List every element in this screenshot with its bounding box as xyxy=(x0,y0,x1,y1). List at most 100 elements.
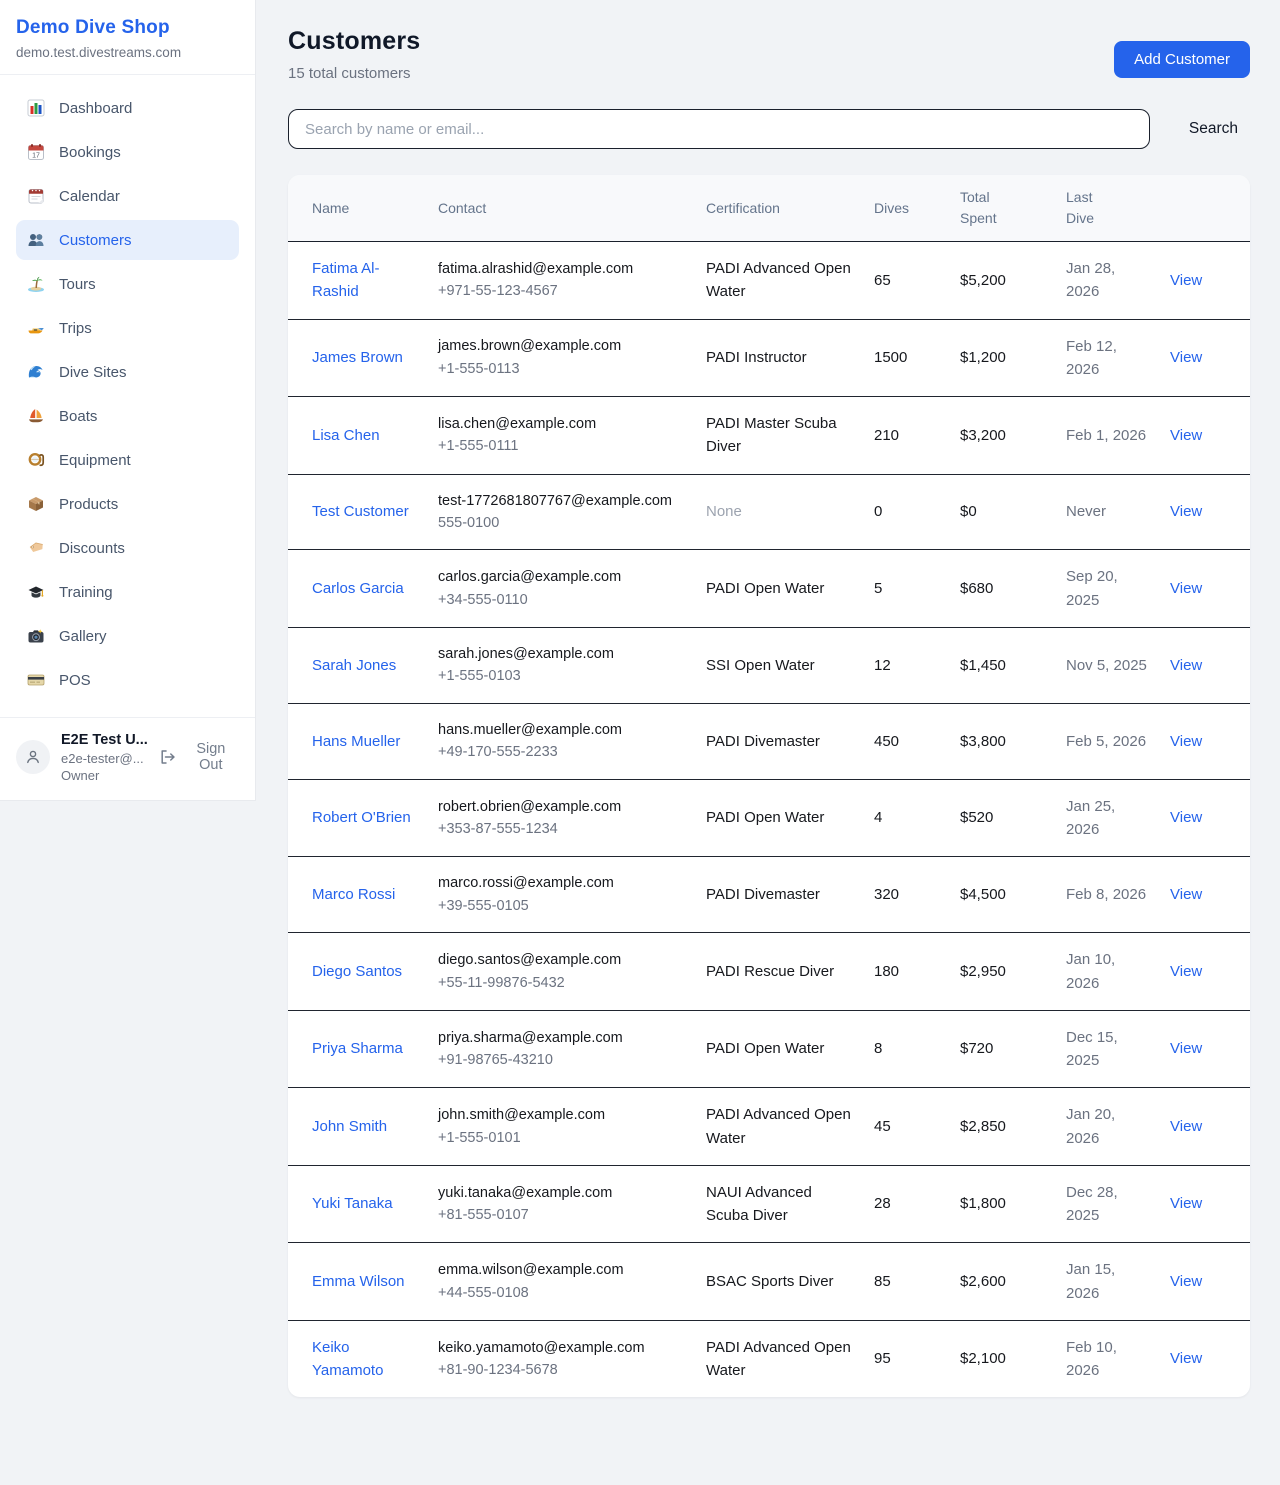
customer-name-link[interactable]: John Smith xyxy=(312,1117,388,1135)
sidebar-item-boats[interactable]: Boats xyxy=(16,396,239,436)
view-link[interactable]: View xyxy=(1170,271,1203,289)
certification: BSAC Sports Diver xyxy=(706,1272,834,1290)
add-customer-button[interactable]: Add Customer xyxy=(1114,41,1250,78)
certification: PADI Advanced Open Water xyxy=(706,1338,851,1379)
customer-phone: +91-98765-43210 xyxy=(438,1052,553,1068)
dives-count: 320 xyxy=(874,886,900,904)
sidebar-item-pos[interactable]: POS xyxy=(16,660,239,700)
table-row: Sarah Jones sarah.jones@example.com +1-5… xyxy=(288,627,1250,704)
dives-count: 450 xyxy=(874,732,900,750)
certification: PADI Open Water xyxy=(706,580,825,598)
sidebar-item-products[interactable]: Products xyxy=(16,484,239,524)
sidebar-item-discounts[interactable]: Discounts xyxy=(16,528,239,568)
contact-cell: james.brown@example.com +1-555-0113 xyxy=(438,319,706,397)
last-dive-date: Feb 8, 2026 xyxy=(1066,886,1147,904)
gallery-icon xyxy=(27,627,45,645)
certification: PADI Advanced Open Water xyxy=(706,260,851,301)
column-header-actions xyxy=(1170,175,1250,242)
last-dive-date: Feb 12, 2026 xyxy=(1066,337,1117,378)
sidebar-item-customers[interactable]: Customers xyxy=(16,220,239,260)
customer-name-link[interactable]: Sarah Jones xyxy=(312,656,397,674)
table-row: Fatima Al-Rashid fatima.alrashid@example… xyxy=(288,242,1250,319)
sidebar-item-dive-sites[interactable]: Dive Sites xyxy=(16,352,239,392)
customer-phone: +1-555-0111 xyxy=(438,438,519,455)
svg-text:17: 17 xyxy=(32,153,40,160)
table-row: Diego Santos diego.santos@example.com +5… xyxy=(288,933,1250,1011)
view-link[interactable]: View xyxy=(1170,1117,1203,1135)
certification: SSI Open Water xyxy=(706,656,815,674)
sidebar-item-bookings[interactable]: 17 Bookings xyxy=(16,132,239,172)
customer-name-link[interactable]: Keiko Yamamoto xyxy=(312,1338,384,1379)
view-link[interactable]: View xyxy=(1170,426,1203,444)
page-header: Customers 15 total customers Add Custome… xyxy=(288,27,1250,82)
customer-email: fatima.alrashid@example.com xyxy=(438,260,634,277)
sidebar-item-equipment[interactable]: Equipment xyxy=(16,440,239,480)
column-header-dives: Dives xyxy=(874,175,960,242)
person-icon xyxy=(27,750,39,764)
nav-item-label: Bookings xyxy=(59,143,121,161)
sidebar-item-tours[interactable]: Tours xyxy=(16,264,239,304)
view-link[interactable]: View xyxy=(1170,656,1203,674)
user-info: E2E Test U... e2e-tester@... Owner xyxy=(61,731,148,784)
customer-email: diego.santos@example.com xyxy=(438,952,622,969)
dives-count: 12 xyxy=(874,656,891,674)
customer-name-link[interactable]: Yuki Tanaka xyxy=(312,1195,393,1213)
total-spent: $3,200 xyxy=(960,426,1006,444)
customer-name-link[interactable]: Carlos Garcia xyxy=(312,580,404,598)
view-link[interactable]: View xyxy=(1170,886,1203,904)
customer-name-link[interactable]: Diego Santos xyxy=(312,962,403,980)
sidebar-item-gallery[interactable]: Gallery xyxy=(16,616,239,656)
customer-phone: +39-555-0105 xyxy=(438,897,529,914)
view-link[interactable]: View xyxy=(1170,580,1203,598)
contact-cell: sarah.jones@example.com +1-555-0103 xyxy=(438,627,706,703)
view-link[interactable]: View xyxy=(1170,1195,1203,1213)
view-link[interactable]: View xyxy=(1170,1350,1203,1368)
total-spent: $2,950 xyxy=(960,962,1006,980)
column-header-certification: Certification xyxy=(706,175,874,242)
nav-item-label: Boats xyxy=(59,407,98,425)
search-input[interactable] xyxy=(288,109,1150,149)
sign-out-icon xyxy=(161,750,175,765)
total-spent: $1,200 xyxy=(960,349,1006,367)
customer-name-link[interactable]: Test Customer xyxy=(312,503,409,521)
contact-cell: robert.obrien@example.com +353-87-555-12… xyxy=(438,779,706,857)
sidebar-item-training[interactable]: Training xyxy=(16,572,239,612)
last-dive-date: Jan 28, 2026 xyxy=(1066,260,1116,301)
discounts-icon xyxy=(27,539,45,557)
customer-phone: 555-0100 xyxy=(438,514,500,531)
view-link[interactable]: View xyxy=(1170,1040,1203,1058)
last-dive-date: Dec 28, 2025 xyxy=(1066,1183,1118,1224)
customer-phone: +49-170-555-2233 xyxy=(438,744,558,761)
sidebar-item-calendar[interactable]: Calendar xyxy=(16,176,239,216)
customer-phone: +1-555-0101 xyxy=(438,1129,521,1146)
total-spent: $4,500 xyxy=(960,886,1006,904)
search-button[interactable]: Search xyxy=(1177,120,1250,138)
customer-name-link[interactable]: Lisa Chen xyxy=(312,426,380,444)
sidebar-item-dashboard[interactable]: Dashboard xyxy=(16,88,239,128)
customer-name-link[interactable]: Robert O'Brien xyxy=(312,809,411,827)
customer-name-link[interactable]: Marco Rossi xyxy=(312,886,396,904)
certification: PADI Instructor xyxy=(706,349,807,367)
view-link[interactable]: View xyxy=(1170,349,1203,367)
sidebar-item-trips[interactable]: Trips xyxy=(16,308,239,348)
avatar xyxy=(16,740,50,775)
view-link[interactable]: View xyxy=(1170,962,1203,980)
customer-name-link[interactable]: Emma Wilson xyxy=(312,1272,405,1290)
sign-out-button[interactable]: Sign Out xyxy=(159,741,239,773)
view-link[interactable]: View xyxy=(1170,503,1203,521)
view-link[interactable]: View xyxy=(1170,732,1203,750)
customer-name-link[interactable]: Priya Sharma xyxy=(312,1040,403,1058)
view-link[interactable]: View xyxy=(1170,809,1203,827)
customer-email: robert.obrien@example.com xyxy=(438,798,622,815)
customer-name-link[interactable]: Fatima Al-Rashid xyxy=(312,260,380,301)
last-dive-date: Dec 15, 2025 xyxy=(1066,1028,1118,1069)
view-link[interactable]: View xyxy=(1170,1272,1203,1290)
customer-phone: +1-555-0103 xyxy=(438,668,521,685)
nav-item-label: Dashboard xyxy=(59,99,133,117)
last-dive-date: Nov 5, 2025 xyxy=(1066,656,1147,674)
contact-cell: hans.mueller@example.com +49-170-555-223… xyxy=(438,703,706,779)
search-bar: Search xyxy=(288,109,1250,149)
customer-name-link[interactable]: Hans Mueller xyxy=(312,732,401,750)
dives-count: 5 xyxy=(874,580,883,598)
customer-name-link[interactable]: James Brown xyxy=(312,349,403,367)
